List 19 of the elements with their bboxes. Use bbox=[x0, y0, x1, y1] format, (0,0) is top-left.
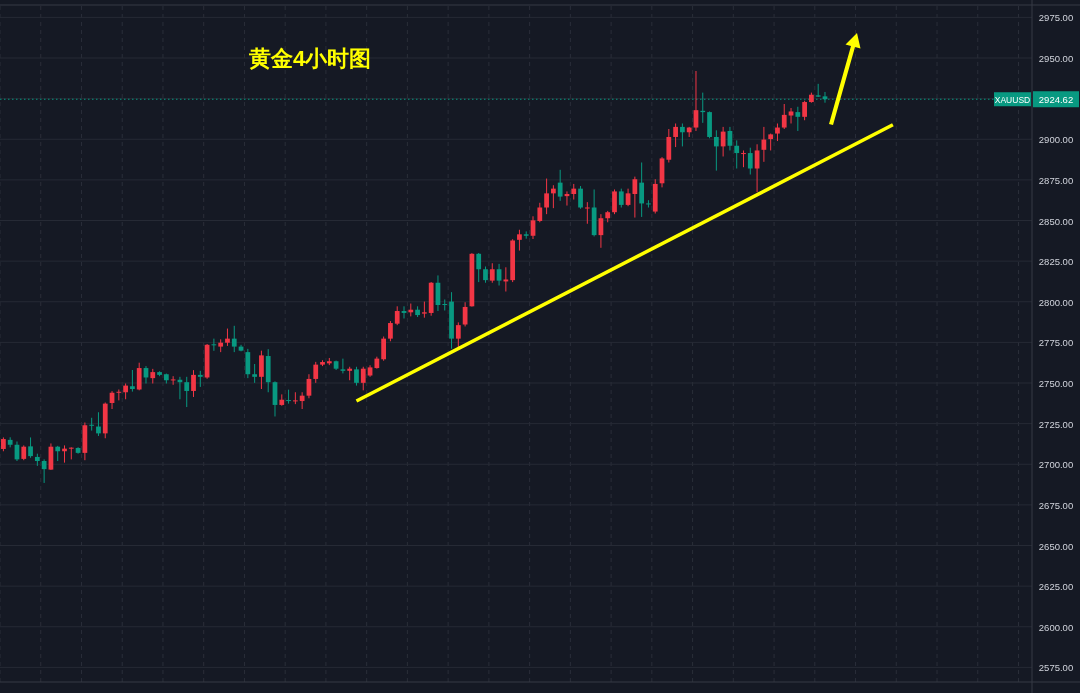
y-tick-label: 2575.00 bbox=[1038, 662, 1074, 674]
y-tick-label: 2625.00 bbox=[1038, 581, 1074, 593]
y-tick-label: 2775.00 bbox=[1038, 337, 1074, 349]
y-tick-label: 2975.00 bbox=[1038, 12, 1074, 24]
y-tick-label: 2700.00 bbox=[1038, 459, 1074, 471]
y-tick-label: 2650.00 bbox=[1038, 540, 1074, 552]
y-tick-label: 2825.00 bbox=[1038, 256, 1074, 268]
text: 黄金4小时图 bbox=[247, 46, 372, 71]
y-tick-label: 2750.00 bbox=[1038, 378, 1074, 389]
y-tick-label: 2950.00 bbox=[1038, 53, 1074, 64]
ref-line-label: XAUUSD bbox=[994, 94, 1031, 105]
y-tick-label: 2875.00 bbox=[1038, 174, 1074, 186]
y-tick-label: 2725.00 bbox=[1038, 418, 1074, 430]
y-tick-label: 2900.00 bbox=[1038, 134, 1074, 146]
y-tick-label: 2600.00 bbox=[1038, 621, 1074, 633]
y-tick-label: 2800.00 bbox=[1038, 296, 1074, 308]
y-tick-label: 2850.00 bbox=[1038, 215, 1074, 227]
y-tick-label: 2675.00 bbox=[1038, 499, 1074, 511]
text: 2924.62 bbox=[1038, 93, 1074, 105]
